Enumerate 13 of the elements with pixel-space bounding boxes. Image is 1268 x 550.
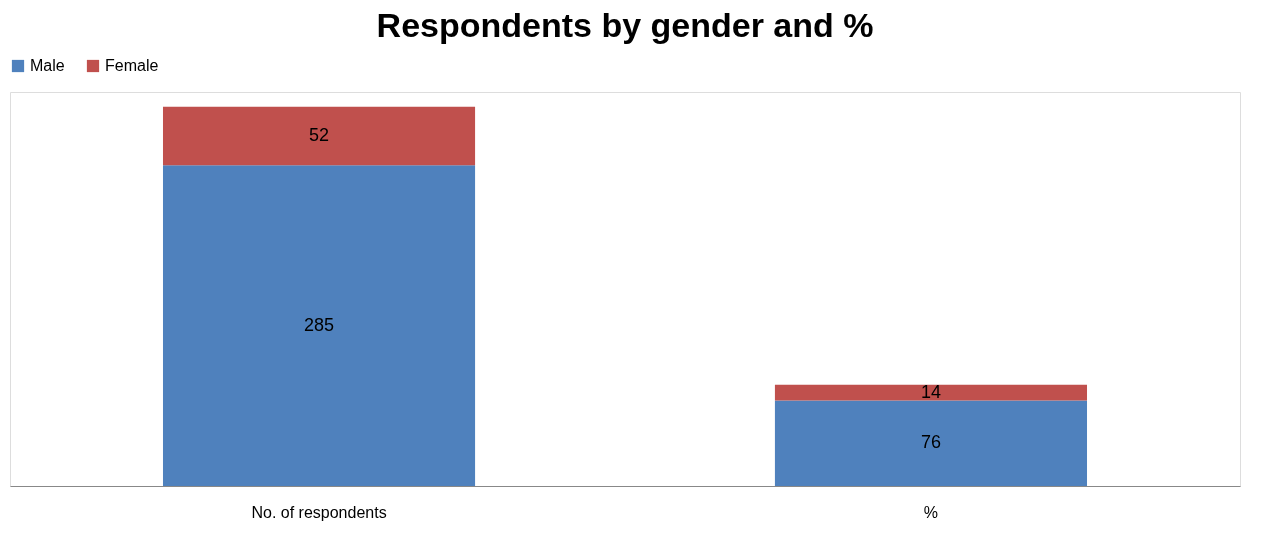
chart-title: Respondents by gender and % <box>376 6 874 44</box>
x-tick-label: % <box>923 503 939 521</box>
data-label: 14 <box>920 381 941 402</box>
bar <box>774 384 1088 401</box>
legend-label: Female <box>105 57 159 74</box>
bar <box>162 106 476 166</box>
x-tick-label: No. of respondents <box>251 503 387 521</box>
legend-label: Male <box>30 57 65 74</box>
data-label: 76 <box>920 432 941 453</box>
data-label: 52 <box>309 124 330 145</box>
bar <box>162 165 476 486</box>
data-label: 285 <box>304 314 335 335</box>
bar <box>774 400 1088 486</box>
